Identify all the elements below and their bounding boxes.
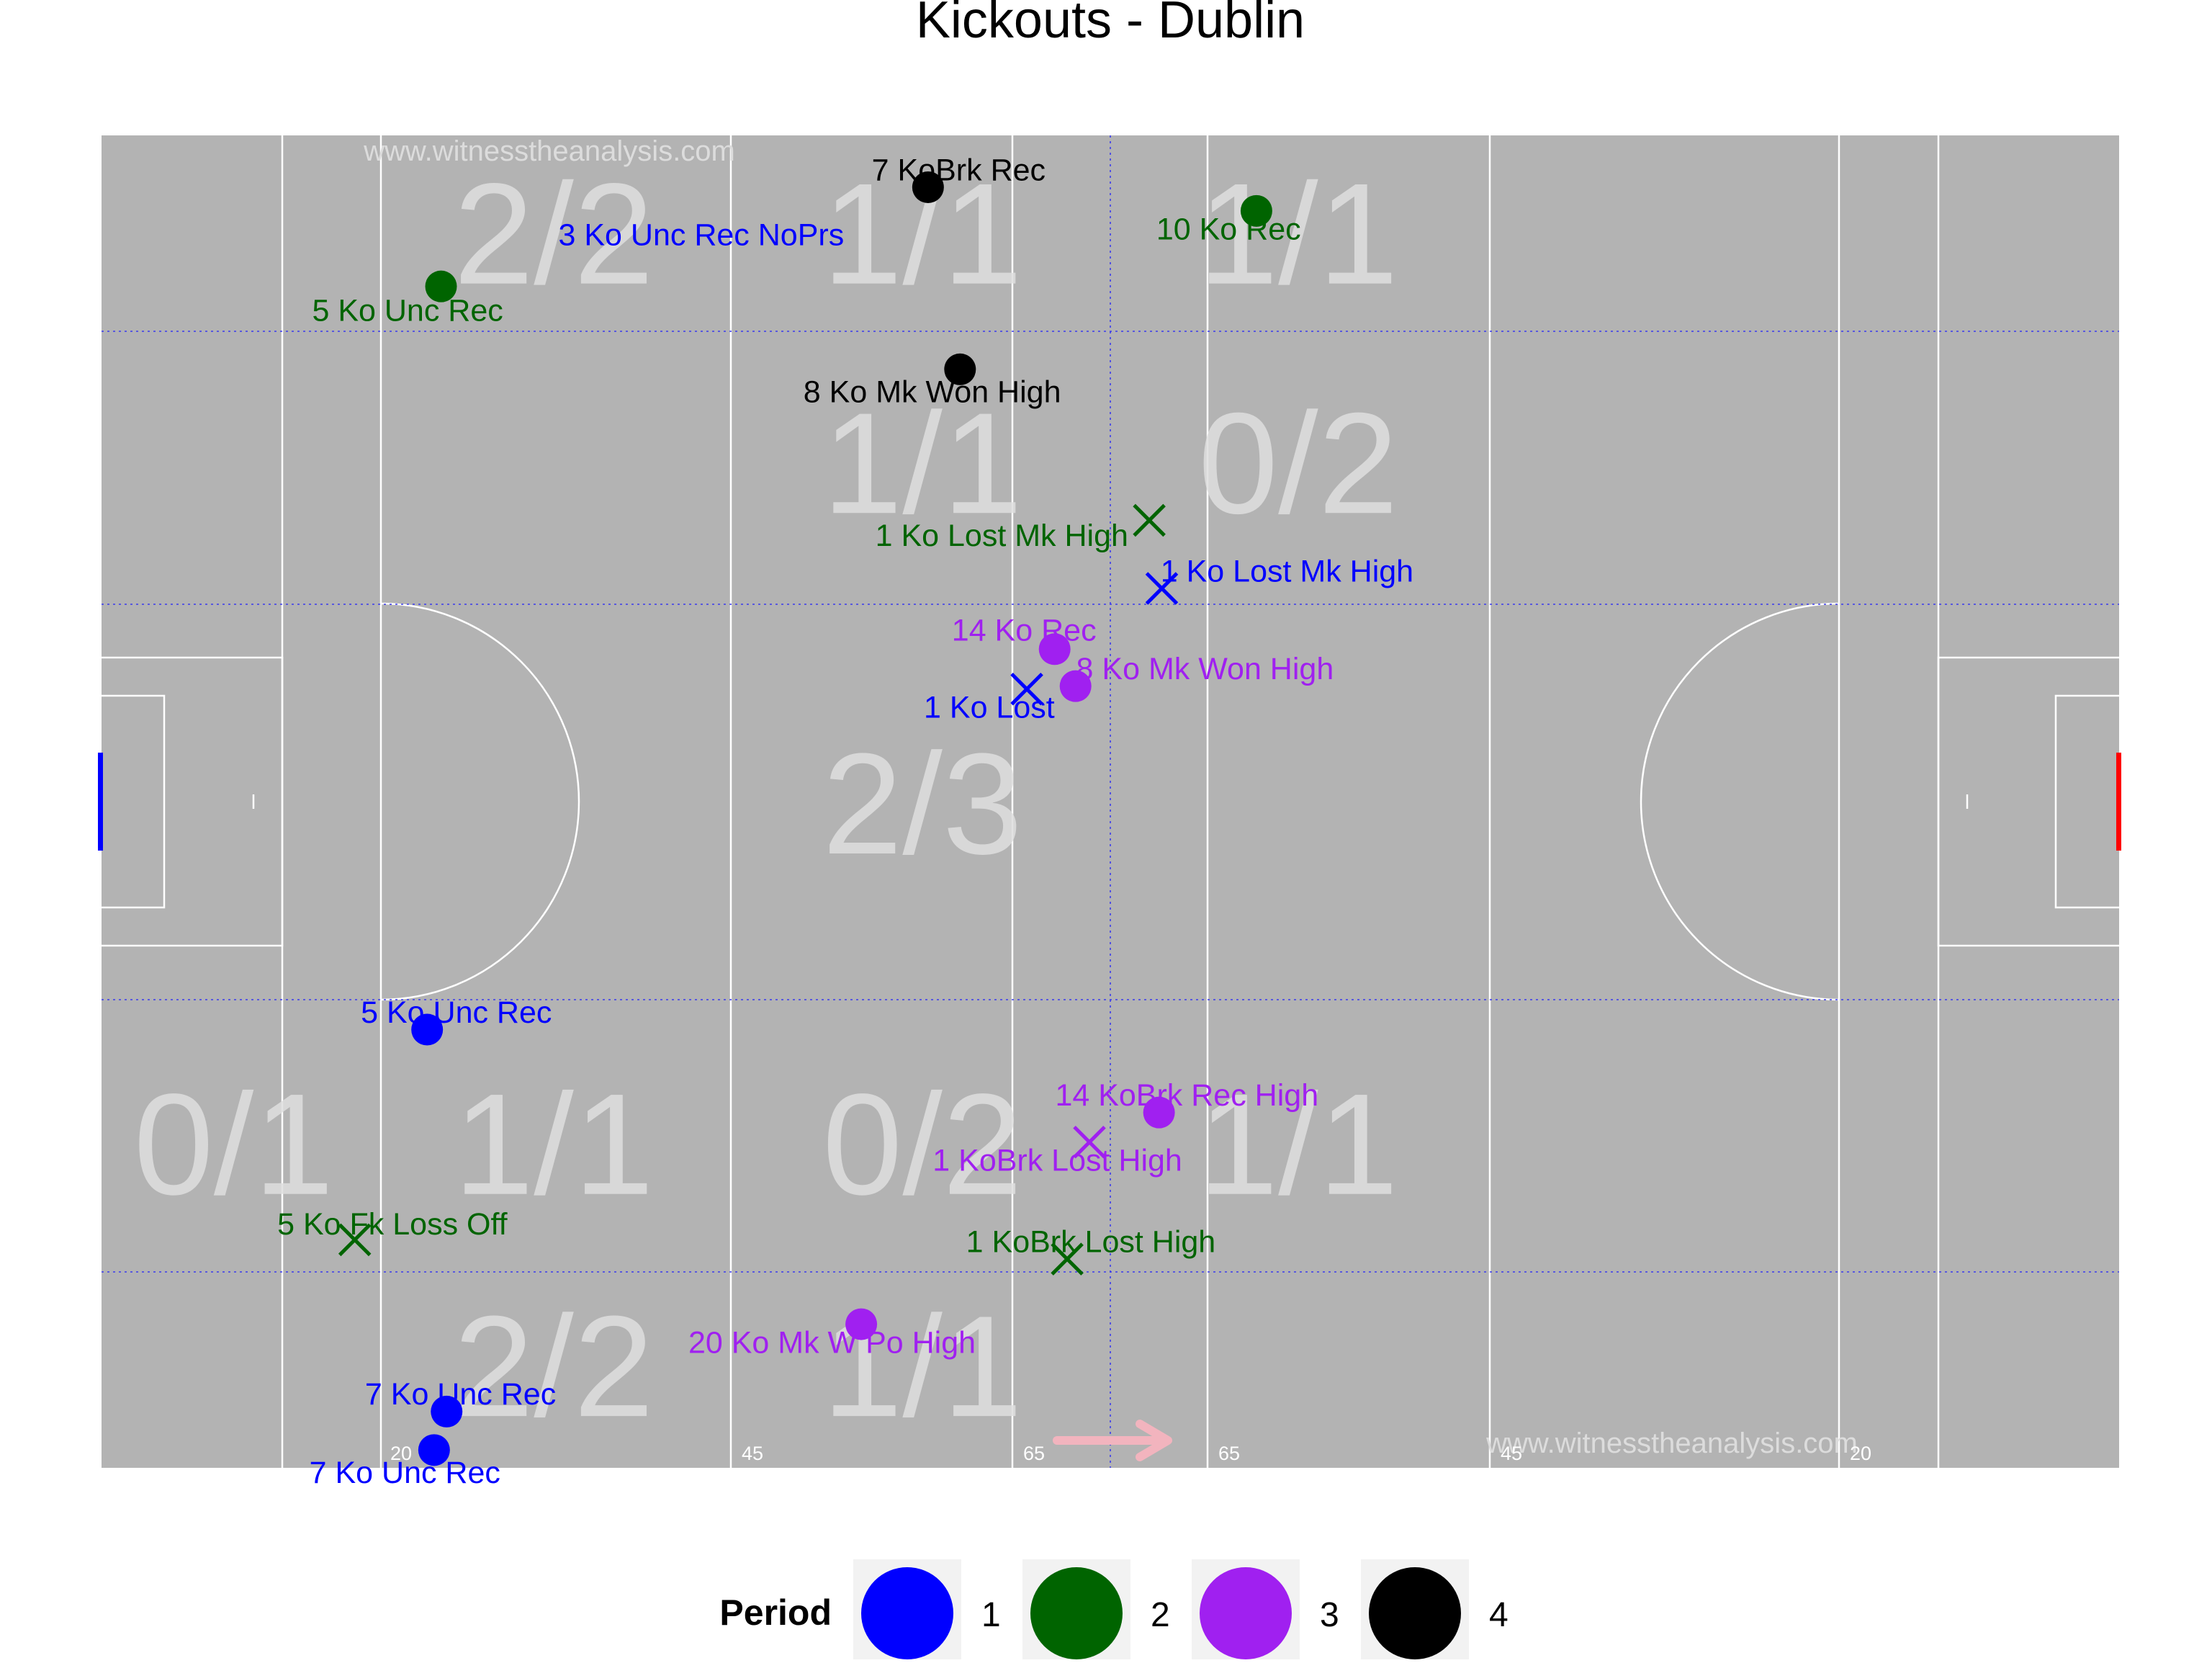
kickout-label: 5 Ko Unc Rec	[361, 995, 552, 1030]
kickout-label: 7 KoBrk Rec	[872, 153, 1046, 187]
legend-title: Period	[719, 1592, 832, 1633]
kickout-label: 14 Ko Rec	[952, 614, 1097, 648]
kickout-point-won	[431, 1395, 463, 1427]
kickout-point-lost	[1010, 673, 1043, 706]
kickout-label: 8 Ko Mk Won High	[804, 375, 1061, 410]
kickout-label: 5 Ko Unc Rec	[312, 294, 503, 328]
small-rectangle-left	[102, 694, 166, 909]
zone-success-label: 1/1	[822, 1286, 1022, 1447]
zone-success-label: 1/1	[1198, 1064, 1398, 1225]
goal-left	[98, 753, 103, 851]
legend-label: 2	[1151, 1596, 1170, 1634]
kickout-markers: 5 Ko Unc Rec 7 Ko Unc Rec 7 Ko Unc Rec 1 Ko…	[277, 153, 1413, 1490]
large-rectangle-left	[102, 656, 284, 947]
zone-success-label: 0/1	[134, 1064, 334, 1225]
kickout-point-lost	[1051, 1242, 1084, 1276]
kickout-label: 1 KoBrk Lost High	[966, 1225, 1216, 1260]
legend-label: 4	[1489, 1596, 1509, 1634]
distance-label: 20	[390, 1443, 412, 1464]
distance-label: 45	[742, 1443, 763, 1464]
zone-success-label: 2/3	[822, 724, 1022, 884]
small-rectangle-right	[2054, 694, 2119, 909]
kickout-point-won	[912, 171, 944, 203]
kickout-label: 20 Ko Mk W Po High	[688, 1325, 976, 1360]
kickout-label: 5 Ko Fk Loss Off	[277, 1207, 508, 1242]
kickout-point-won	[425, 270, 457, 302]
zone-success-label: 0/2	[822, 1064, 1022, 1225]
distance-labels: 20 45 65 65 45 20	[390, 1443, 1871, 1464]
kickout-label: 14 KoBrk Rec High	[1055, 1078, 1318, 1113]
kickout-label: 10 Ko Rec	[1156, 212, 1301, 247]
kickout-point-lost	[1073, 1126, 1106, 1159]
legend-label: 1	[981, 1596, 1001, 1634]
legend-swatch	[861, 1567, 953, 1659]
distance-label: 65	[1023, 1443, 1045, 1464]
kickout-label: 3 Ko Unc Rec NoPrs	[559, 218, 845, 253]
legend-label: 3	[1320, 1596, 1339, 1634]
legend-swatch	[1030, 1567, 1123, 1659]
zone-success-label: 0/2	[1198, 383, 1398, 544]
zone-success-label: 1/1	[454, 1064, 654, 1225]
watermark-bottom: www.witnesstheanalysis.com	[1485, 1427, 1858, 1459]
arc-left	[380, 602, 580, 1001]
goal-right	[2116, 753, 2121, 851]
zone-success-label: 1/1	[822, 383, 1022, 544]
pitch-background	[102, 135, 2119, 1468]
pitch-markings	[102, 135, 2119, 1468]
zone-grid	[102, 135, 2119, 1468]
kickout-label: 1 Ko Lost	[924, 690, 1055, 725]
kickout-point-won	[1059, 670, 1092, 702]
kickout-point-won	[944, 353, 976, 385]
kickout-point-lost	[1133, 503, 1166, 537]
kickout-point-won	[1143, 1096, 1175, 1129]
arc-right	[1640, 602, 1840, 1001]
distance-label: 20	[1850, 1443, 1871, 1464]
kickout-label: 1 KoBrk Lost High	[932, 1143, 1182, 1178]
distance-label: 65	[1218, 1443, 1240, 1464]
attack-direction-arrow	[1053, 1420, 1172, 1461]
kickout-label: 7 Ko Unc Rec	[365, 1377, 556, 1412]
large-rectangle-right	[1937, 656, 2119, 947]
kickout-point-won	[845, 1308, 878, 1340]
kickout-point-won	[418, 1434, 450, 1466]
kickout-point-won	[1038, 633, 1071, 665]
legend: Period 1 2 3 4	[719, 1559, 1509, 1663]
kickout-point-lost	[1145, 572, 1179, 605]
kickout-point-lost	[338, 1223, 372, 1257]
kickout-label: 7 Ko Unc Rec	[310, 1456, 500, 1490]
zone-success-label: 2/2	[454, 154, 654, 315]
watermark-top: www.witnesstheanalysis.com	[363, 135, 735, 167]
zone-success-label: 1/1	[1198, 154, 1398, 315]
kickout-label: 1 Ko Lost Mk High	[876, 519, 1128, 553]
legend-swatch	[1200, 1567, 1292, 1659]
kickout-point-won	[411, 1013, 444, 1046]
legend-swatch	[1369, 1567, 1461, 1659]
chart-title: Kickouts - Dublin	[916, 0, 1305, 49]
kickout-label: 1 Ko Lost Mk High	[1161, 554, 1413, 588]
kickout-point-won	[1240, 194, 1272, 227]
zone-success-label: 2/2	[454, 1286, 654, 1447]
distance-label: 45	[1501, 1443, 1522, 1464]
kickout-label: 8 Ko Mk Won High	[1076, 652, 1334, 686]
